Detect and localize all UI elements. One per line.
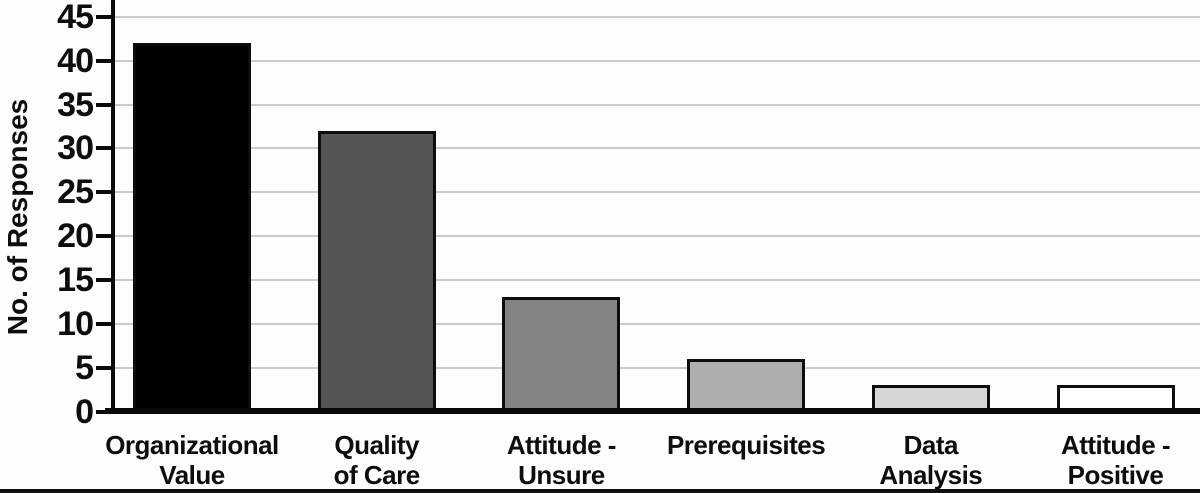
x-label-6: Attitude - Positive — [1001, 430, 1200, 490]
y-tick-25 — [96, 190, 112, 195]
bar-organizational-value — [133, 43, 251, 413]
x-label-line: Quality — [334, 430, 419, 460]
gridline-20 — [115, 235, 1200, 238]
y-tick-label-35: 35 — [57, 85, 94, 124]
x-label-line: Data — [903, 430, 959, 460]
x-label-line: Analysis — [879, 460, 983, 490]
x-label-line: Positive — [1067, 460, 1164, 490]
x-label-line: Organizational — [105, 430, 279, 460]
y-tick-label-20: 20 — [57, 217, 94, 256]
y-tick-45 — [96, 14, 112, 19]
gridline-10 — [115, 322, 1200, 325]
gridline-40 — [115, 59, 1200, 62]
bar-data-analysis — [871, 385, 990, 413]
bar-quality-of-care — [317, 130, 436, 413]
y-tick-20 — [96, 234, 112, 239]
x-label-line: Value — [159, 460, 225, 490]
x-label-5: Data Analysis — [816, 430, 1046, 490]
y-tick-30 — [96, 146, 112, 151]
gridline-35 — [115, 103, 1200, 106]
x-label-1: Organizational Value — [77, 430, 307, 490]
x-label-3: Attitude - Unsure — [446, 430, 676, 490]
gridline-45 — [115, 15, 1200, 18]
y-tick-40 — [96, 58, 112, 63]
x-axis-line — [105, 408, 1200, 414]
x-label-line: Unsure — [518, 460, 605, 490]
gridline-15 — [115, 278, 1200, 281]
y-tick-label-0: 0 — [75, 392, 94, 431]
y-tick-label-25: 25 — [57, 173, 94, 212]
y-tick-35 — [96, 102, 112, 107]
y-tick-label-30: 30 — [57, 129, 94, 168]
y-tick-label-40: 40 — [57, 41, 94, 80]
y-axis-line — [111, 0, 115, 414]
x-label-line: of Care — [333, 460, 421, 490]
x-label-line: Prerequisites — [666, 430, 826, 460]
bar-prerequisites — [687, 358, 806, 413]
y-tick-label-45: 45 — [57, 0, 94, 36]
y-tick-5 — [96, 365, 112, 370]
y-tick-label-10: 10 — [57, 304, 94, 343]
y-tick-0 — [96, 409, 112, 414]
scan-edge-artifact — [0, 489, 1200, 493]
gridline-30 — [115, 147, 1200, 150]
x-label-2: Quality of Care — [262, 430, 492, 490]
y-tick-label-15: 15 — [57, 260, 94, 299]
gridline-5 — [115, 366, 1200, 369]
bar-attitude-unsure — [502, 297, 621, 413]
y-tick-label-5: 5 — [75, 348, 94, 387]
x-label-line: Attitude - — [506, 430, 617, 460]
x-label-4: Prerequisites — [631, 430, 861, 460]
y-tick-10 — [96, 321, 112, 326]
y-tick-15 — [96, 277, 112, 282]
gridline-25 — [115, 191, 1200, 194]
x-label-line: Attitude - — [1060, 430, 1171, 460]
